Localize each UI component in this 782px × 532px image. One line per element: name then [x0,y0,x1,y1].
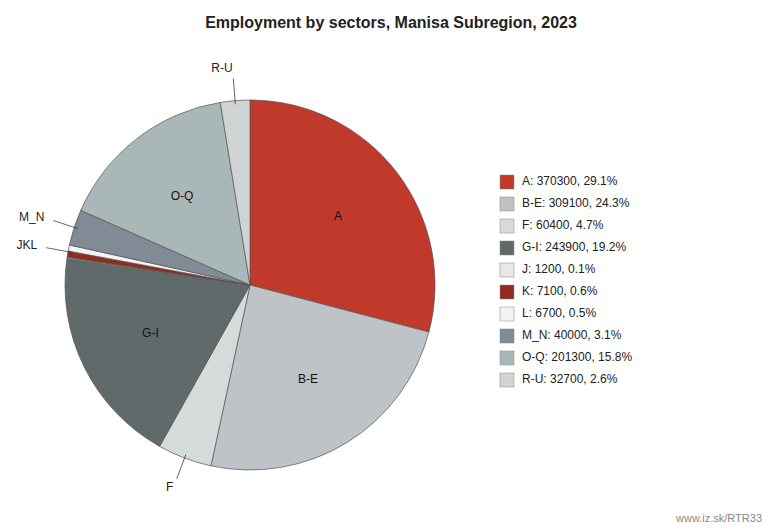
legend-swatch [500,175,514,189]
leader-line [46,248,71,253]
legend-swatch [500,285,514,299]
legend-swatch [500,351,514,365]
legend-swatch [500,373,514,387]
title: Employment by sectors, Manisa Subregion,… [205,14,577,31]
chart: Employment by sectors, Manisa Subregion,… [0,0,782,532]
legend-label: R-U: 32700, 2.6% [522,372,618,386]
slice-label: JKL [16,238,37,252]
legend-label: K: 7100, 0.6% [522,284,598,298]
slice-label: F [166,480,173,494]
legend-item: A: 370300, 29.1% [500,174,618,189]
legend-item: L: 6700, 0.5% [500,306,596,321]
legend-item: F: 60400, 4.7% [500,218,604,233]
slice [220,100,250,285]
legend: A: 370300, 29.1% B-E: 309100, 24.3% F: 604… [500,174,632,387]
legend-item: K: 7100, 0.6% [500,284,598,299]
leader-line [233,78,235,104]
slice-labels: A B-E F G-I M_N O-Q R-U JKL [16,61,342,493]
legend-label: O-Q: 201300, 15.8% [522,350,632,364]
legend-label: L: 6700, 0.5% [522,306,596,320]
legend-item: R-U: 32700, 2.6% [500,372,618,387]
pie [65,100,435,470]
legend-label: J: 1200, 0.1% [522,262,596,276]
legend-item: G-I: 243900, 19.2% [500,240,626,255]
legend-swatch [500,197,514,211]
slice-label: M_N [19,210,44,224]
legend-swatch [500,241,514,255]
slice-label: B-E [298,372,318,386]
legend-item: M_N: 40000, 3.1% [500,328,622,343]
legend-item: J: 1200, 0.1% [500,262,596,277]
legend-swatch [500,329,514,343]
footnote: www.iz.sk/RTR33 [675,512,762,524]
legend-label: G-I: 243900, 19.2% [522,240,626,254]
legend-label: B-E: 309100, 24.3% [522,196,630,210]
legend-label: M_N: 40000, 3.1% [522,328,622,342]
legend-swatch [500,219,514,233]
leader-line [53,220,78,228]
legend-swatch [500,307,514,321]
slice-label: O-Q [171,189,194,203]
slice-label: A [334,209,342,223]
leader-line [177,455,186,479]
legend-label: F: 60400, 4.7% [522,218,604,232]
legend-label: A: 370300, 29.1% [522,174,618,188]
legend-swatch [500,263,514,277]
slice-label: R-U [211,61,232,75]
legend-item: B-E: 309100, 24.3% [500,196,630,211]
slice [65,258,250,446]
slice-label: G-I [142,326,159,340]
legend-item: O-Q: 201300, 15.8% [500,350,632,365]
